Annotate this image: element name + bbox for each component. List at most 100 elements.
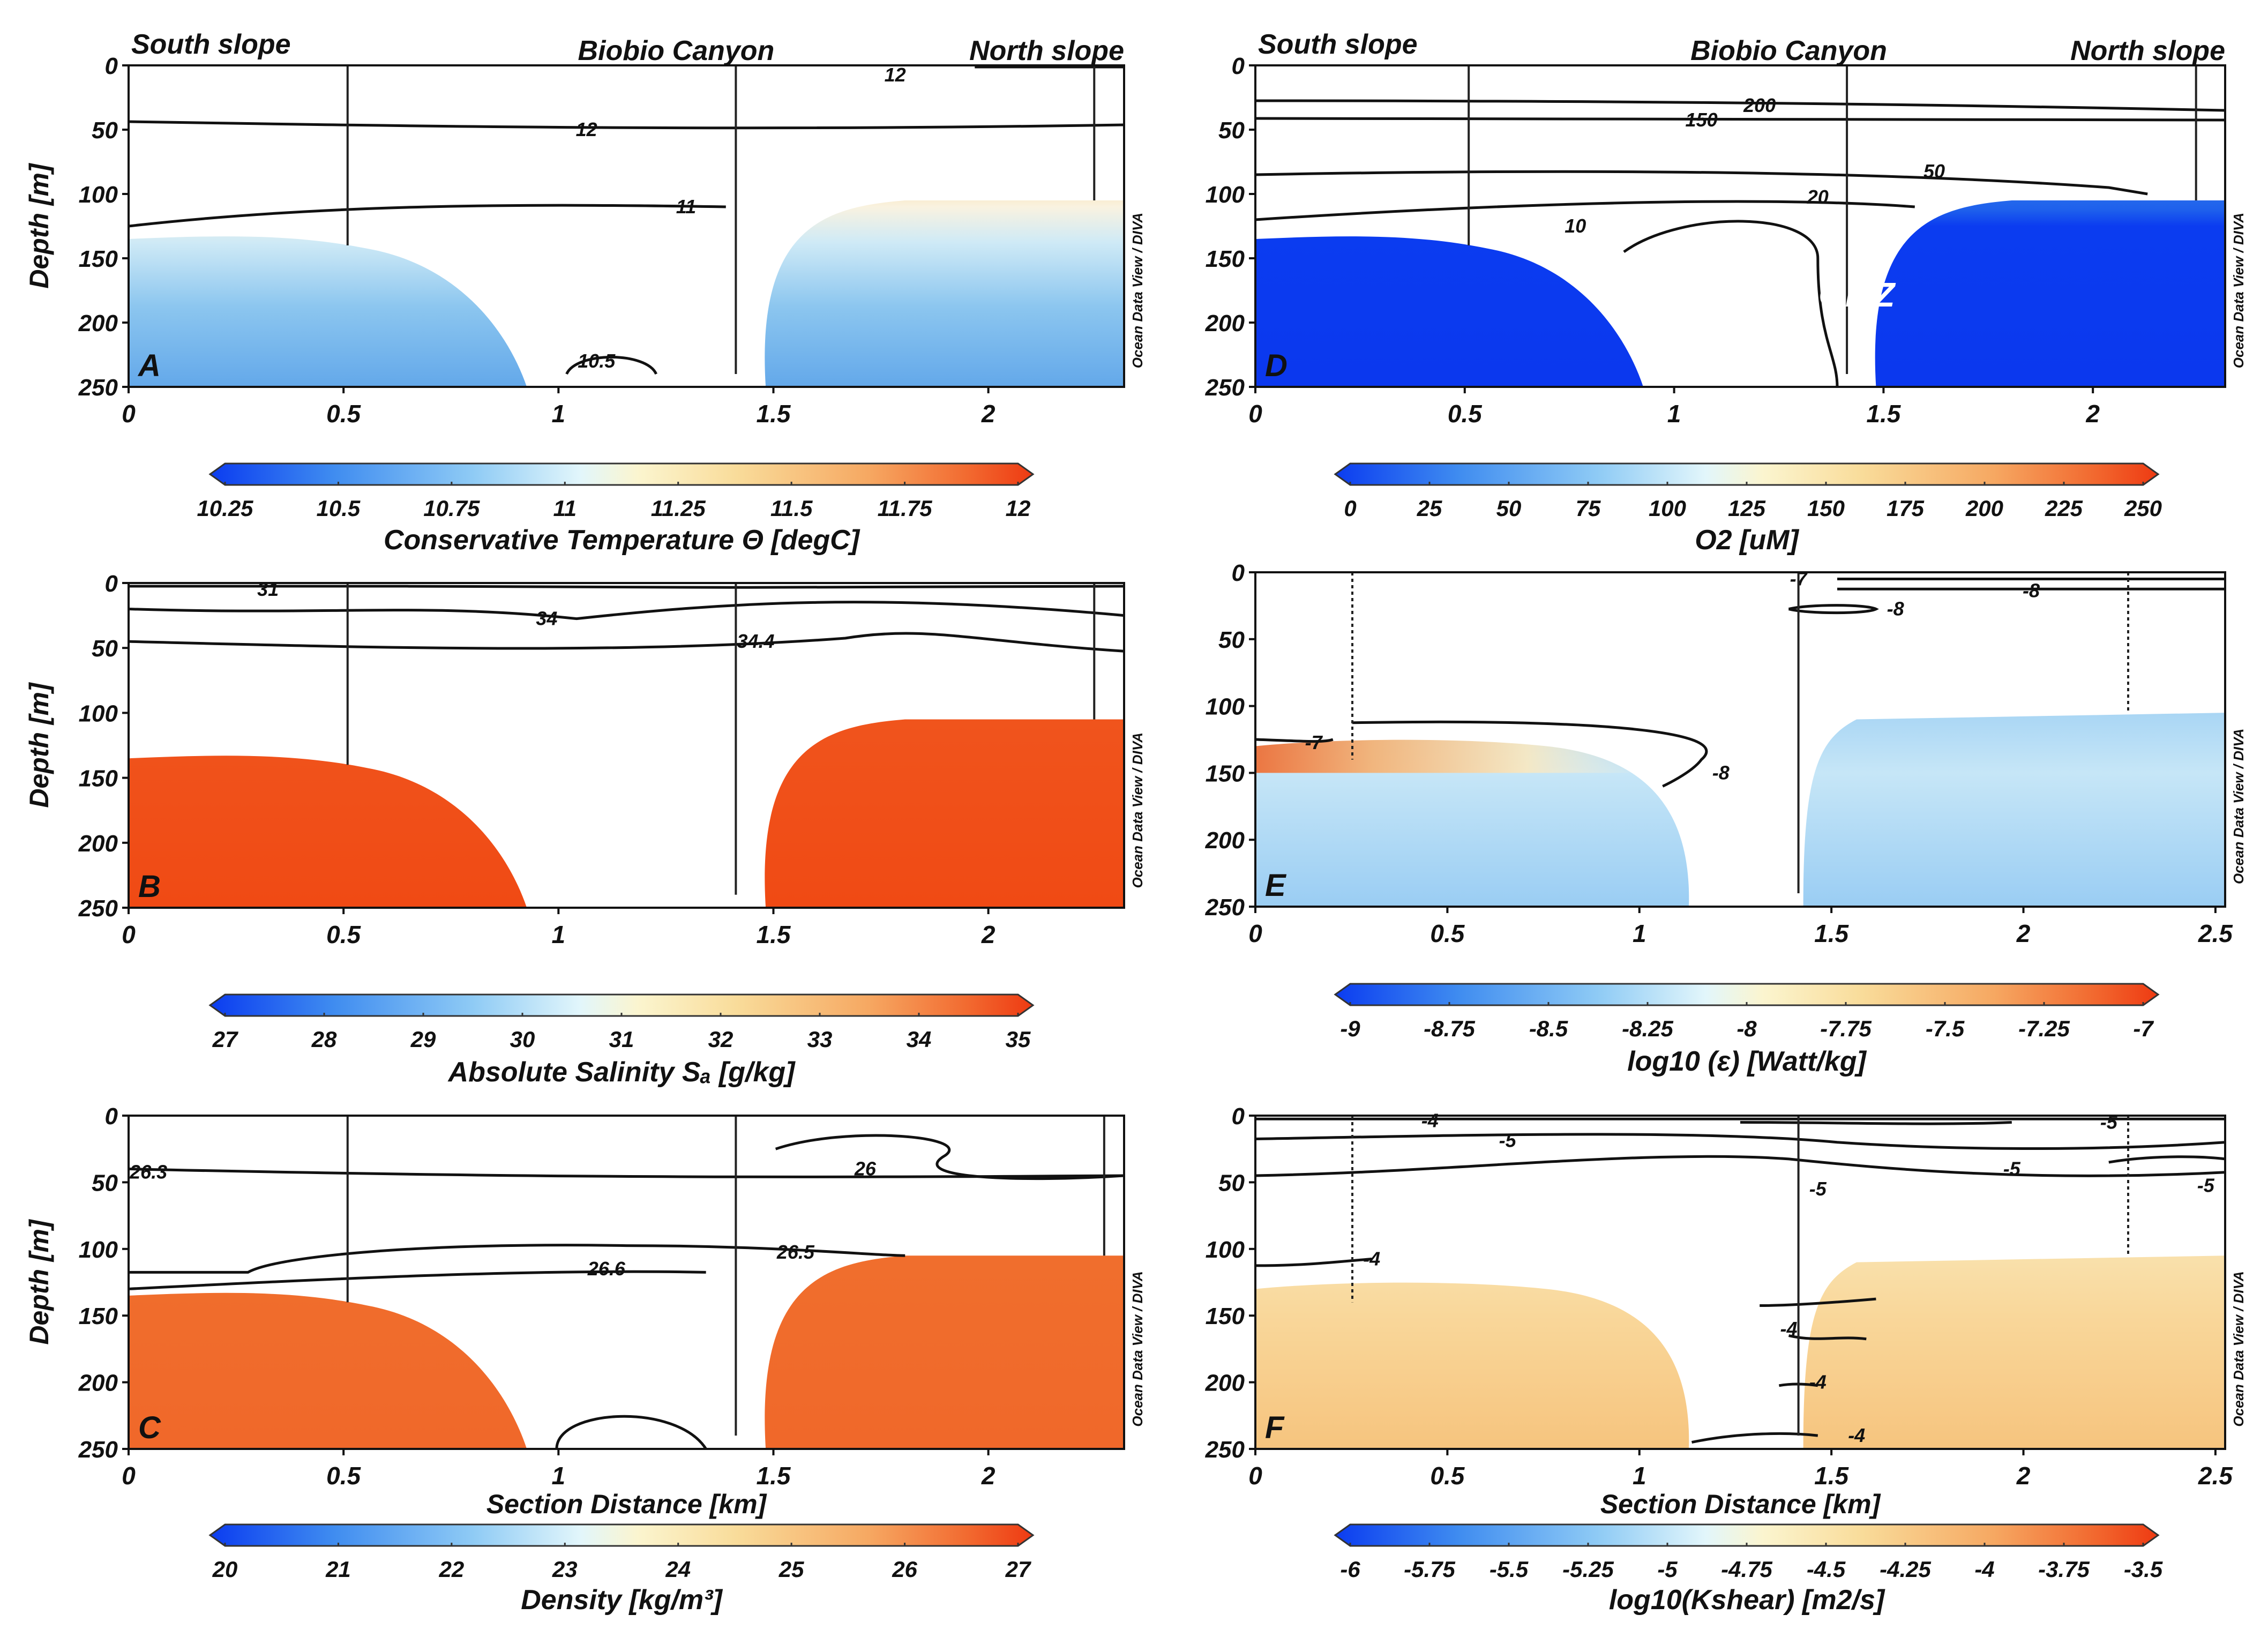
bathymetry-mask-C: [129, 1116, 1124, 1449]
colorbar-label: log10(Kshear) [m2/s]: [1609, 1584, 1885, 1616]
x-tick-label: 2: [2016, 1462, 2031, 1490]
colorbar-tick-label: 11: [553, 496, 577, 521]
contour-label: 12: [885, 64, 906, 86]
colorbar-tick-label: -8.5: [1529, 1016, 1568, 1041]
y-axis-label: Depth [m]: [24, 1219, 54, 1345]
colorbar-tick-label: 0: [1344, 496, 1356, 521]
x-tick-label: 1: [1667, 400, 1681, 428]
colorbar-tick-label: 200: [1965, 496, 2003, 521]
bathymetry-mask-D: [1255, 65, 2225, 387]
contour-line: [1255, 200, 1915, 221]
contour-label: -8: [2023, 579, 2040, 601]
contour-line: [1778, 1382, 1818, 1387]
y-tick-label: 50: [1218, 117, 1245, 144]
contour-label: -8: [1712, 761, 1730, 783]
colorbar-tick-label: 10.5: [317, 496, 361, 521]
colorbar-tick-label: 33: [807, 1027, 833, 1052]
colorbar-tick-label: 125: [1728, 496, 1766, 521]
x-tick-label: 1.5: [1814, 920, 1849, 947]
odv-credit: Ocean Data View / DIVA: [2230, 1271, 2247, 1426]
x-tick-label: 0.5: [1430, 920, 1465, 947]
contour-line: [1255, 99, 2226, 112]
y-tick-label: 150: [1206, 1303, 1245, 1329]
odv-credit: Ocean Data View / DIVA: [1129, 732, 1146, 888]
colorbar-tick-label: -5.25: [1562, 1557, 1614, 1582]
colorbar-tick-label: 27: [1005, 1557, 1031, 1582]
contour-line: [1255, 1257, 1372, 1267]
x-tick-label: 1.5: [757, 400, 791, 428]
bathymetry-mask-B: [129, 583, 1124, 908]
colorbar-tick-label: 150: [1807, 496, 1845, 521]
contour-line: [128, 204, 726, 228]
panel-letter: D: [1265, 348, 1288, 383]
x-tick-label: 0.5: [326, 921, 361, 948]
contour-line: [128, 601, 1125, 621]
colorbar-D: 0 25 50 75 100 125 150 175 200 225 250 O2 [uM]: [1334, 462, 2162, 556]
contour-label: 150: [1686, 109, 1718, 131]
y-tick-label: 200: [78, 1370, 118, 1396]
x-tick-label: 2: [981, 400, 995, 428]
bathymetry-mask-E: [1255, 572, 2225, 907]
colorbar-B: 27 28 29 30 31 32 33 34 35 Absolute Salinity Sₐ […: [208, 993, 1035, 1088]
colorbar-tick-label: 34: [907, 1027, 932, 1052]
y-tick-label: 150: [79, 246, 118, 272]
contour-label: 26.5: [776, 1241, 815, 1263]
panel-letter: C: [138, 1410, 161, 1445]
colorbar-tick-label: -7.5: [1926, 1016, 1965, 1041]
colorbar-tick-label: -8.25: [1622, 1016, 1673, 1041]
contour-line: [1740, 1120, 2012, 1125]
plot-frame: [128, 1115, 1125, 1450]
contour-line: [1255, 738, 1334, 743]
odv-credit: Ocean Data View / DIVA: [1129, 1271, 1146, 1426]
colorbar-tick-label: 10.75: [423, 496, 480, 521]
contour-line: [1255, 117, 2226, 122]
odv-credit: Ocean Data View / DIVA: [2230, 729, 2247, 884]
top-label-canyon: Biobio Canyon: [1690, 35, 1887, 66]
x-tick-label: 2: [981, 1462, 995, 1490]
contour-label: -5: [2100, 1111, 2118, 1133]
panel-letter: A: [137, 348, 161, 383]
colorbar-tick-label: 100: [1649, 496, 1686, 521]
contour-line: [129, 1244, 905, 1274]
x-axis-label: Section Distance [km]: [486, 1489, 768, 1519]
colorbar-E: -9 -8.75 -8.5 -8.25 -8 -7.75 -7.5 -7.25 -7 log10 …: [1334, 983, 2160, 1077]
colorbar-strip: [208, 1523, 1035, 1547]
colorbar-tick-label: -8: [1736, 1016, 1757, 1041]
x-tick-label: 0: [122, 400, 136, 428]
colorbar-tick-label: 75: [1576, 496, 1601, 521]
contour-line: [1691, 1432, 1818, 1444]
contour-label: 26.6: [587, 1258, 626, 1280]
top-label-north: North slope: [969, 35, 1124, 66]
y-tick-label: 0: [1232, 1103, 1245, 1130]
contour-line: [1352, 720, 1708, 788]
x-tick-label: 0.5: [1448, 400, 1483, 428]
y-tick-label: 250: [1205, 894, 1245, 921]
colorbar-label: Density [kg/m³]: [521, 1584, 723, 1616]
bathymetry-mask-A: [129, 65, 1124, 387]
contour-label: -5: [2003, 1158, 2021, 1180]
x-tick-label: 1: [552, 1462, 566, 1490]
y-tick-label: 0: [1232, 560, 1245, 586]
y-tick-label: 200: [1205, 1370, 1245, 1396]
x-tick-label: 0: [1248, 400, 1262, 428]
top-label-south: South slope: [1258, 29, 1418, 60]
x-tick-label: 1.5: [757, 921, 791, 948]
y-tick-label: 100: [1206, 182, 1245, 208]
panel-letter: E: [1265, 868, 1287, 903]
plot-frame: [1254, 1115, 2226, 1450]
colorbar-tick-label: 29: [410, 1027, 436, 1052]
x-tick-label: 2: [2085, 400, 2100, 428]
y-tick-label: 150: [79, 1303, 118, 1329]
colorbar-tick-label: -8.75: [1424, 1016, 1475, 1041]
colorbar-tick-label: -4.75: [1721, 1557, 1772, 1582]
y-tick-label: 50: [92, 636, 118, 662]
contour-label: 200: [1743, 94, 1776, 116]
contour-label: -4: [1421, 1109, 1439, 1131]
x-tick-label: 1: [1633, 1462, 1646, 1490]
contour-line: [1255, 170, 2148, 196]
x-tick-label: 2: [981, 921, 995, 948]
colorbar-tick-label: 225: [2045, 496, 2083, 521]
contour-line: [128, 1168, 1125, 1178]
